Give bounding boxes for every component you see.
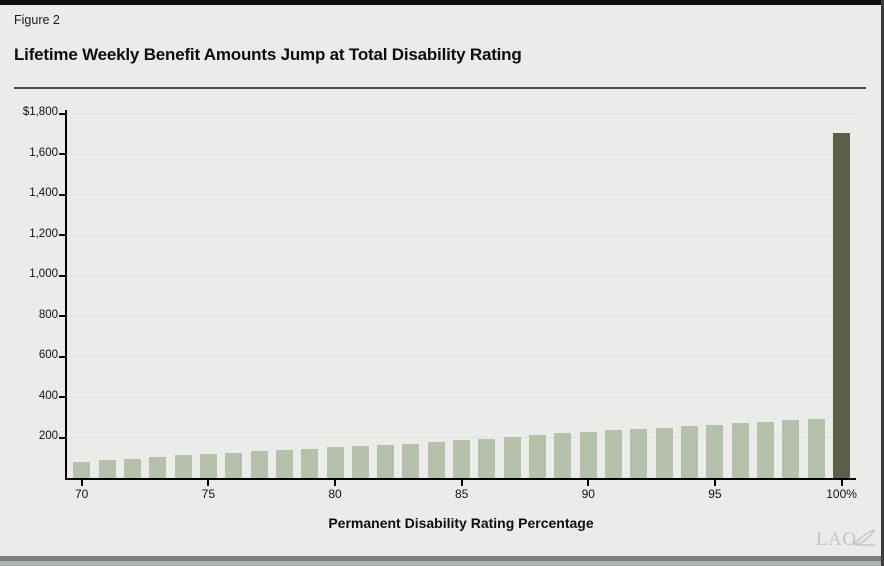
quill-icon: [851, 528, 877, 553]
bar-94: [681, 426, 699, 478]
lao-logo: LAO: [816, 527, 877, 553]
y-tick-label-200: 200: [38, 430, 58, 443]
x-tick-70: [80, 480, 83, 486]
bar-70: [73, 461, 91, 478]
y-tick-1800: [59, 112, 65, 115]
bar-83: [402, 443, 420, 478]
x-tick-label-95: 95: [708, 487, 722, 501]
x-tick-100: [840, 480, 843, 486]
y-tick-label-400: 400: [38, 389, 58, 402]
gridline-600: [67, 356, 856, 358]
bar-89: [554, 433, 572, 478]
page-title: Lifetime Weekly Benefit Amounts Jump at …: [14, 45, 522, 64]
y-tick-600: [59, 355, 65, 358]
y-tick-label-600: 600: [38, 349, 58, 362]
y-tick-200: [59, 436, 65, 439]
lao-logo-text: LAO: [816, 529, 857, 550]
x-axis-title: Permanent Disability Rating Percentage: [328, 515, 594, 531]
x-tick-label-100: 100%: [826, 487, 857, 501]
bar-85: [453, 440, 471, 478]
bar-78: [275, 450, 293, 478]
gridline-1800: [67, 113, 856, 114]
y-tick-1000: [59, 274, 65, 277]
title-divider: [14, 87, 866, 89]
y-tick-1400: [59, 193, 65, 196]
x-tick-label-70: 70: [75, 487, 89, 501]
bar-100: [833, 133, 851, 478]
gridline-1000: [67, 275, 856, 277]
y-tick-800: [59, 315, 65, 318]
bar-90: [579, 431, 597, 478]
x-tick-label-90: 90: [581, 487, 595, 501]
x-tick-80: [334, 480, 336, 486]
bar-71: [98, 460, 116, 478]
bottom-strip-light: [0, 561, 884, 566]
y-axis-line: [65, 110, 67, 480]
gridline-800: [67, 315, 856, 317]
bar-93: [655, 427, 673, 478]
bar-82: [377, 444, 395, 478]
figure-label: Figure 2: [14, 13, 60, 27]
gridline-200: [67, 437, 856, 439]
bar-79: [301, 448, 319, 478]
x-tick-label-85: 85: [454, 487, 469, 501]
gridline-400: [67, 396, 856, 398]
bar-81: [351, 446, 369, 478]
gridline-1600: [67, 153, 856, 155]
bar-73: [149, 456, 167, 478]
bar-80: [326, 447, 344, 478]
top-black-strip: [0, 0, 884, 5]
bar-84: [427, 442, 445, 478]
y-tick-400: [59, 396, 65, 399]
bar-76: [225, 452, 243, 478]
y-tick-label-1000: 1,000: [29, 268, 58, 281]
bar-91: [605, 430, 623, 478]
x-tick-90: [587, 480, 590, 486]
right-border: [881, 0, 884, 566]
y-tick-1200: [59, 234, 65, 237]
y-tick-label-1600: 1,600: [29, 146, 58, 159]
bar-95: [706, 424, 724, 478]
bar-97: [757, 421, 775, 478]
bar-72: [123, 458, 141, 478]
bottom-strip-dark: [0, 556, 884, 561]
bar-99: [807, 418, 825, 478]
bar-86: [478, 438, 496, 478]
bar-96: [731, 423, 749, 478]
bar-74: [174, 455, 192, 478]
bar-92: [630, 428, 648, 478]
bar-77: [250, 451, 268, 478]
bar-75: [199, 454, 217, 478]
x-tick-85: [460, 480, 463, 486]
bar-88: [529, 435, 547, 478]
x-tick-label-80: 80: [328, 487, 342, 501]
y-tick-label-800: 800: [38, 308, 58, 321]
x-axis-line: [65, 478, 856, 480]
bar-87: [503, 437, 521, 478]
gridline-1200: [67, 234, 856, 236]
x-tick-label-75: 75: [201, 487, 216, 501]
bar-98: [782, 420, 800, 478]
y-tick-1600: [59, 153, 65, 156]
x-tick-75: [207, 480, 210, 486]
y-tick-label-1400: 1,400: [29, 187, 58, 200]
gridline-1400: [67, 194, 856, 196]
y-tick-label-1800: $1,800: [22, 106, 58, 118]
x-tick-95: [713, 480, 716, 486]
y-tick-label-1200: 1,200: [29, 227, 58, 240]
